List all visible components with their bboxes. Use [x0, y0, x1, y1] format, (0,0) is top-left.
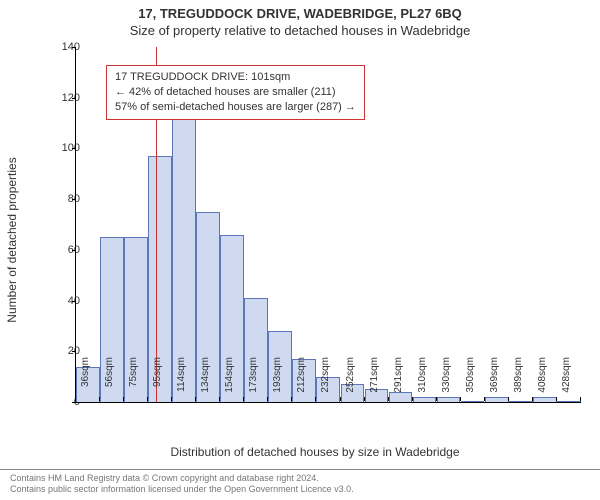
- x-tick-label: 271sqm: [369, 357, 380, 402]
- x-tick-label: 193sqm: [272, 357, 283, 402]
- x-tick-label: 36sqm: [80, 357, 91, 402]
- x-tick-label: 350sqm: [465, 357, 476, 402]
- footer-attribution: Contains HM Land Registry data © Crown c…: [0, 469, 600, 499]
- chart-title-main: 17, TREGUDDOCK DRIVE, WADEBRIDGE, PL27 6…: [0, 0, 600, 21]
- x-tick-label: 154sqm: [224, 357, 235, 402]
- info-line-1: 17 TREGUDDOCK DRIVE: 101sqm: [115, 70, 356, 85]
- x-tick-label: 428sqm: [561, 357, 572, 402]
- x-tick-label: 389sqm: [513, 357, 524, 402]
- x-tick-label: 95sqm: [152, 357, 163, 402]
- x-tick-label: 408sqm: [537, 357, 548, 402]
- chart-area: Number of detached properties 0204060801…: [40, 42, 590, 437]
- x-tick-label: 232sqm: [320, 357, 331, 402]
- x-tick-label: 134sqm: [200, 357, 211, 402]
- plot-region: 17 TREGUDDOCK DRIVE: 101sqm ← 42% of det…: [75, 47, 581, 403]
- x-tick-label: 56sqm: [104, 357, 115, 402]
- x-tick-label: 369sqm: [489, 357, 500, 402]
- x-tick-label: 291sqm: [393, 357, 404, 402]
- x-tick-label: 212sqm: [296, 357, 307, 402]
- x-tick-label: 114sqm: [176, 357, 187, 402]
- x-tick-label: 173sqm: [248, 357, 259, 402]
- footer-line-2: Contains public sector information licen…: [10, 484, 590, 495]
- chart-title-sub: Size of property relative to detached ho…: [0, 21, 600, 38]
- footer-line-1: Contains HM Land Registry data © Crown c…: [10, 473, 590, 484]
- x-tick-label: 310sqm: [417, 357, 428, 402]
- x-tick-label: 75sqm: [128, 357, 139, 402]
- x-tick-label: 330sqm: [441, 357, 452, 402]
- x-tick-label: 252sqm: [345, 357, 356, 402]
- y-axis-label: Number of detached properties: [5, 157, 19, 322]
- x-axis-label: Distribution of detached houses by size …: [40, 445, 590, 459]
- info-box: 17 TREGUDDOCK DRIVE: 101sqm ← 42% of det…: [106, 65, 365, 120]
- info-line-2: ← 42% of detached houses are smaller (21…: [115, 85, 356, 100]
- info-line-3: 57% of semi-detached houses are larger (…: [115, 100, 356, 115]
